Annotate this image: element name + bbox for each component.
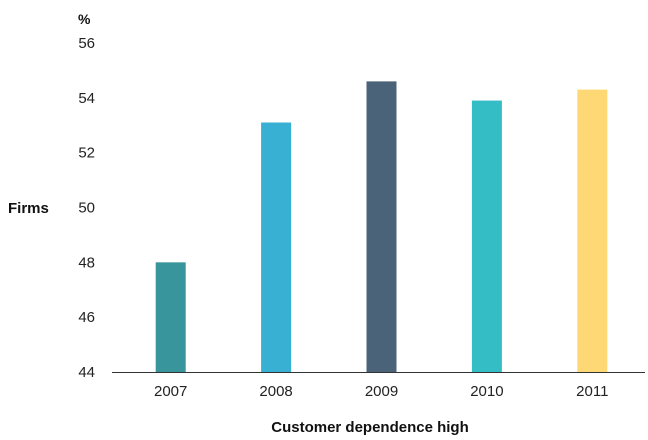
x-tick-label: 2010 <box>470 383 503 400</box>
x-tick-label: 2007 <box>154 383 187 400</box>
y-tick-label: 56 <box>78 35 95 52</box>
bars <box>155 81 608 372</box>
bar-2009 <box>366 81 397 372</box>
bar-2010 <box>471 100 502 372</box>
x-tick-label: 2008 <box>259 383 292 400</box>
x-axis-ticks: 2007 2008 2009 2010 2011 <box>154 383 608 400</box>
y-tick-label: 52 <box>78 145 95 162</box>
x-tick-label: 2009 <box>365 383 398 400</box>
y-unit-label: % <box>78 11 91 27</box>
y-tick-label: 54 <box>78 90 95 107</box>
y-tick-label: 46 <box>78 309 95 326</box>
y-tick-label: 44 <box>78 364 95 381</box>
bar-2008 <box>261 122 292 372</box>
bar-2007 <box>155 262 186 372</box>
y-axis-ticks: 44 46 48 50 52 54 56 <box>78 35 95 381</box>
bar-2011 <box>577 89 608 372</box>
y-tick-label: 50 <box>78 200 95 217</box>
y-tick-label: 48 <box>78 254 95 271</box>
y-axis-title: Firms <box>8 200 49 217</box>
x-tick-label: 2011 <box>576 383 608 400</box>
x-axis-title: Customer dependence high <box>271 419 469 436</box>
